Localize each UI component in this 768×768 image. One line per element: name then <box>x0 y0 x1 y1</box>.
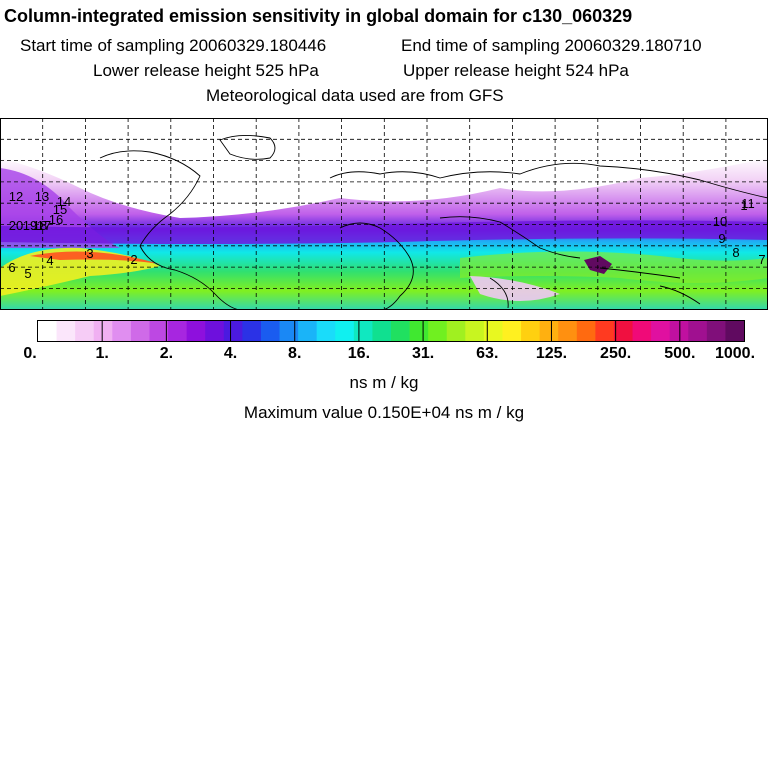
trajectory-label: 15 <box>53 202 67 217</box>
colorbar-units: ns m / kg <box>349 373 419 392</box>
colorbar-cell <box>279 321 299 341</box>
colorbar-cell <box>539 321 559 341</box>
colorbar-cell <box>130 321 150 341</box>
colorbar-cell <box>391 321 411 341</box>
colorbar-tick-label: 16. <box>347 345 371 362</box>
met-data-label: Meteorological data used are from GFS <box>206 86 504 105</box>
colorbar-cell <box>651 321 671 341</box>
colorbar-cell <box>613 321 634 341</box>
tropical-plume <box>460 251 768 283</box>
colorbar-cell <box>353 321 373 341</box>
colorbar-cell <box>576 321 596 341</box>
colorbar-cell <box>75 321 95 341</box>
colorbar-tick-label: 250. <box>600 345 632 362</box>
colorbar-cell <box>446 321 466 341</box>
colorbar-cell <box>205 321 225 341</box>
colorbar-cell <box>335 321 355 341</box>
upper-release-label: Upper release height 524 hPa <box>403 61 629 80</box>
colorbar-cell <box>93 321 113 341</box>
colorbar-tick-label: 8. <box>288 345 302 362</box>
colorbar-cell <box>595 321 615 341</box>
colorbar-cell <box>521 321 541 341</box>
trajectory-label: 14 <box>57 194 71 209</box>
plot-title: Column-integrated emission sensitivity i… <box>4 6 633 26</box>
colorbar <box>37 320 745 342</box>
colorbar-cell <box>465 321 485 341</box>
trajectory-label: 8 <box>732 245 739 260</box>
colorbar-cell <box>149 321 169 341</box>
lat-lon-grid <box>0 118 768 310</box>
colorbar-cell <box>242 321 262 341</box>
colorbar-cell <box>298 321 318 341</box>
colorbar-cell <box>316 321 336 341</box>
trajectory-label: 19 <box>23 218 37 233</box>
colorbar-frame <box>37 320 745 342</box>
trajectory-label: 4 <box>46 253 53 268</box>
trajectory-label: 3 <box>86 246 93 261</box>
colorbar-cell <box>409 321 429 341</box>
colorbar-tick-label: 2. <box>159 345 174 362</box>
start-time-label: Start time of sampling 20060329.180446 <box>20 36 327 55</box>
trajectory-label: 5 <box>24 266 31 281</box>
colorbar-cell <box>186 321 206 341</box>
colorbar-cell <box>428 321 448 341</box>
colorbar-cell <box>483 321 503 341</box>
end-time-label: End time of sampling 20060329.180710 <box>401 36 702 55</box>
colorbar-cell <box>558 321 578 341</box>
colorbar-cell <box>260 321 281 341</box>
colorbar-tick-label: 63. <box>476 345 499 362</box>
colorbar-tick-label: 4. <box>223 345 238 362</box>
colorbar-tick-label: 500. <box>664 345 696 362</box>
trajectory-label: 12 <box>9 189 23 204</box>
colorbar-tick-label: 0. <box>23 345 37 362</box>
colorbar-tick-label: 31. <box>411 345 435 362</box>
colorbar-cell <box>725 321 745 341</box>
trajectory-label: 7 <box>758 252 765 267</box>
trajectory-label: 1 <box>740 198 747 213</box>
lower-release-label: Lower release height 525 hPa <box>93 61 319 80</box>
trajectory-label: 9 <box>718 231 725 246</box>
plume-core-max <box>30 251 160 264</box>
colorbar-cell <box>502 321 522 341</box>
colorbar-tick-label: 1. <box>95 345 109 362</box>
trajectory-label: 13 <box>35 189 49 204</box>
colorbar-tick-label: 1000. <box>714 345 756 362</box>
colorbar-cell <box>38 321 58 341</box>
colorbar-cell <box>372 321 392 341</box>
colorbar-cell <box>168 321 188 341</box>
trajectory-label: 18 <box>33 218 47 233</box>
trajectory-label: 16 <box>49 212 63 227</box>
trajectory-label: 6 <box>8 260 15 275</box>
colorbar-tick-label: 125. <box>535 345 568 362</box>
colorbar-cell <box>112 321 132 341</box>
colorbar-cell <box>706 321 726 341</box>
colorbar-cell <box>632 321 652 341</box>
trajectory-label: 2 <box>130 252 137 267</box>
colorbar-cell <box>223 321 243 341</box>
colorbar-cell <box>56 321 76 341</box>
trajectory-label: 11 <box>741 196 755 211</box>
trajectory-label: 10 <box>713 214 727 229</box>
colorbar-cell <box>669 321 689 341</box>
maximum-value-label: Maximum value 0.150E+04 ns m / kg <box>243 403 525 422</box>
coastlines <box>99 135 768 310</box>
colorbar-cell <box>688 321 708 341</box>
trajectory-label: 17 <box>37 218 51 233</box>
trajectory-label: 20 <box>9 218 23 233</box>
